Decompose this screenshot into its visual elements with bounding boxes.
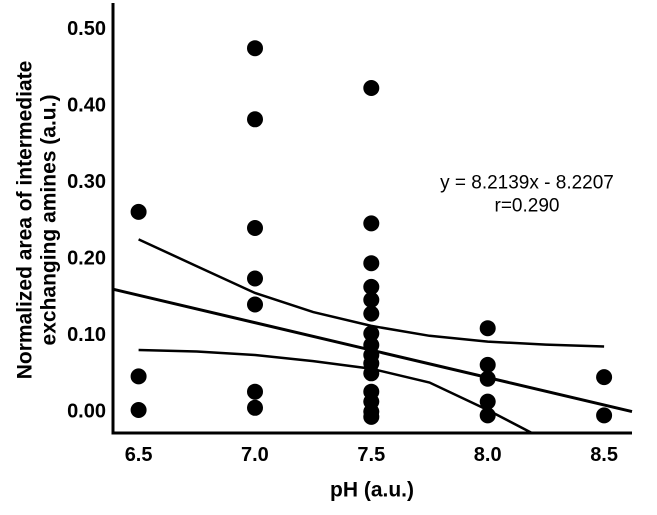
y-tick-label-0.30: 0.30 [67,171,106,193]
data-point [247,399,263,416]
x-axis-title: pH (a.u.) [330,479,414,502]
y-axis-title-line2: exchanging amines (a.u.) [38,95,61,346]
data-point [363,278,380,295]
x-tick-label-6.5: 6.5 [125,444,153,466]
data-point [363,305,380,322]
correlation-coefficient-label: r=0.290 [495,196,560,217]
y-tick-label-0.40: 0.40 [67,95,106,117]
data-point [479,370,496,387]
regression-equation-label: y = 8.2139x - 8.2207 [440,173,614,194]
confidence-band-lower [138,348,533,435]
data-point [596,407,613,424]
data-point [247,111,263,128]
y-axis-title-line1: Normalized area of intermediate [14,61,37,380]
y-tick-label-0.00: 0.00 [67,401,106,423]
data-point [130,368,147,385]
x-tick-label-8.5: 8.5 [590,444,618,466]
data-point [363,408,380,425]
data-point [247,296,263,313]
data-point [596,369,613,386]
y-tick-label-0.50: 0.50 [67,18,106,40]
y-tick-label-0.10: 0.10 [67,324,106,346]
data-point [363,255,380,272]
data-point [247,220,263,236]
data-point [247,383,263,400]
data-point [363,365,380,382]
data-point [479,407,496,424]
data-point [363,325,380,342]
y-tick-label-0.20: 0.20 [67,248,106,270]
data-point [363,80,380,96]
x-tick-label-8.0: 8.0 [474,444,502,466]
data-point [247,40,263,57]
data-point [479,356,496,373]
data-point [363,215,380,232]
x-tick-label-7.5: 7.5 [357,444,385,466]
data-point [363,291,380,308]
data-point [479,320,496,337]
data-point [130,402,147,418]
series-layer [112,40,633,435]
data-point [479,393,496,410]
data-point [247,270,263,287]
x-tick-label-7.0: 7.0 [241,444,269,466]
data-point [130,203,147,220]
